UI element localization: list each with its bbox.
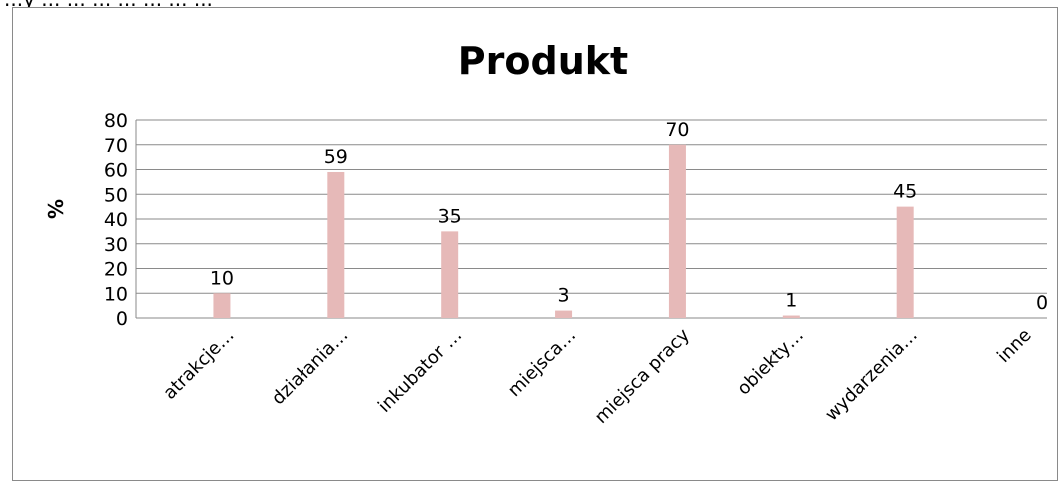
y-tick-label: 70	[104, 135, 128, 157]
y-tick-label: 80	[104, 110, 128, 132]
x-category-label: atrakcje…	[159, 325, 238, 404]
data-labels: 10 59 35 3 70 1 45 0	[210, 119, 1048, 314]
x-category-label: miejsca…	[504, 325, 580, 401]
data-label: 45	[893, 181, 917, 203]
chart-title: Produkt	[458, 39, 628, 83]
x-category-label: wydarzenia…	[821, 325, 922, 426]
bar	[213, 293, 231, 318]
cropped-caption-text: ...y ... ... ... ... ... ... ...	[4, 0, 213, 11]
data-label: 3	[558, 285, 570, 307]
y-tick-label: 30	[104, 234, 128, 256]
x-category-label: miejsca pracy	[591, 324, 695, 428]
y-tick-label: 50	[104, 184, 128, 206]
gridlines	[135, 119, 1047, 319]
bar	[441, 231, 459, 318]
y-tick-label: 10	[104, 283, 128, 305]
x-category-label: działania…	[268, 325, 352, 409]
x-category-label: obiekty…	[733, 325, 808, 400]
data-label: 70	[665, 119, 689, 141]
y-axis-title: %	[44, 199, 68, 219]
y-tick-label: 20	[104, 259, 128, 281]
data-label: 10	[210, 267, 234, 289]
category-labels: atrakcje… działania… inkubator … miejsca… mi…	[159, 324, 1035, 428]
data-label: 35	[438, 205, 462, 227]
bar	[896, 206, 914, 318]
bar	[327, 171, 345, 318]
bars	[213, 144, 914, 318]
x-category-label: inkubator …	[374, 325, 466, 417]
bar	[668, 144, 686, 318]
data-label: 1	[785, 290, 797, 312]
y-tick-label: 0	[116, 308, 128, 330]
bar	[555, 310, 573, 318]
y-tick-label: 60	[104, 160, 128, 182]
y-tick-label: 40	[104, 209, 128, 231]
x-category-label: inne	[993, 325, 1035, 367]
chart-container: Produkt % 0 10 20 30 40 50 60 70 80 10 59 35 3 70 1 45…	[12, 7, 1058, 481]
data-label: 0	[1036, 292, 1048, 314]
data-label: 59	[324, 146, 348, 168]
bar	[782, 315, 800, 318]
